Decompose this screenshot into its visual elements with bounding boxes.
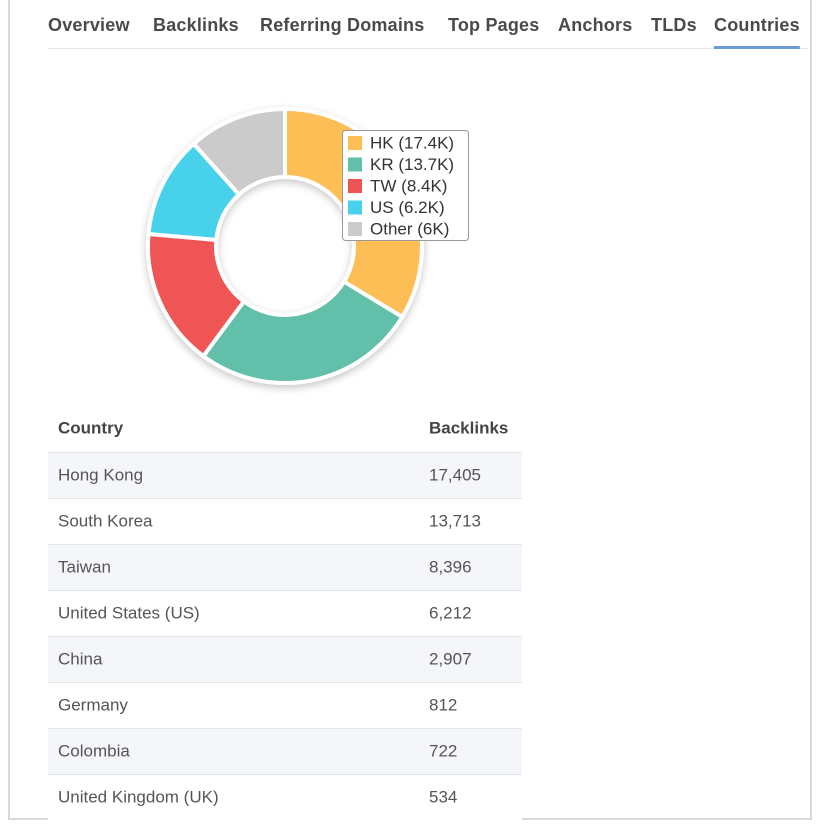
tab-bar: Overview Backlinks Referring Domains Top Pa… bbox=[48, 15, 800, 49]
tab[interactable]: Top Pages bbox=[448, 15, 539, 35]
table-cell: 722 bbox=[429, 741, 457, 760]
legend-label: KR (13.7K) bbox=[370, 155, 454, 174]
table-cell: South Korea bbox=[58, 511, 153, 530]
legend-box bbox=[342, 130, 469, 241]
active-tab-underline bbox=[714, 46, 800, 49]
legend-swatch bbox=[348, 157, 362, 172]
table-row bbox=[48, 498, 522, 544]
column-header: Backlinks bbox=[429, 418, 508, 437]
legend-label: US (6.2K) bbox=[370, 198, 445, 217]
table-cell: United Kingdom (UK) bbox=[58, 787, 219, 806]
legend-swatch bbox=[348, 222, 362, 236]
legend-label: HK (17.4K) bbox=[370, 133, 454, 152]
donut-slice bbox=[190, 106, 287, 198]
column-header: Country bbox=[58, 418, 124, 437]
table-cell: 17,405 bbox=[429, 465, 481, 484]
table-row bbox=[48, 774, 522, 820]
tab[interactable]: Anchors bbox=[558, 15, 632, 35]
tab[interactable]: Countries bbox=[714, 15, 800, 35]
legend-label: Other (6K) bbox=[370, 219, 449, 238]
table-cell: 6,212 bbox=[429, 603, 472, 622]
legend-swatch bbox=[348, 136, 362, 150]
table-cell: 812 bbox=[429, 695, 457, 714]
table-row bbox=[48, 544, 522, 590]
table-row bbox=[48, 452, 522, 498]
table-cell: 534 bbox=[429, 787, 457, 806]
table-row bbox=[48, 590, 522, 636]
table-cell: United States (US) bbox=[58, 603, 200, 622]
table-row bbox=[48, 636, 522, 682]
tab[interactable]: Overview bbox=[48, 15, 130, 35]
table-cell: 13,713 bbox=[429, 511, 481, 530]
tab[interactable]: Referring Domains bbox=[260, 15, 424, 35]
donut-slice bbox=[200, 278, 405, 385]
table-cell: China bbox=[58, 649, 103, 668]
table-row bbox=[48, 682, 522, 728]
table-cell: 8,396 bbox=[429, 557, 472, 576]
table-cell: Germany bbox=[58, 695, 128, 714]
table-row bbox=[48, 728, 522, 774]
table-cell: Colombia bbox=[58, 741, 130, 760]
legend: HK (17.4K) KR (13.7K) TW (8.4K) US (6.2K) Ot… bbox=[342, 130, 469, 241]
table-cell: 2,907 bbox=[429, 649, 472, 668]
legend-label: TW (8.4K) bbox=[370, 176, 447, 195]
legend-swatch bbox=[348, 179, 362, 193]
legend-swatch bbox=[348, 200, 362, 215]
table-cell: Hong Kong bbox=[58, 465, 143, 484]
table: Country Backlinks Hong Kong 17,405 South Kor… bbox=[48, 418, 522, 820]
tab[interactable]: TLDs bbox=[651, 15, 697, 35]
table-cell: Taiwan bbox=[58, 557, 111, 576]
tab[interactable]: Backlinks bbox=[153, 15, 239, 35]
